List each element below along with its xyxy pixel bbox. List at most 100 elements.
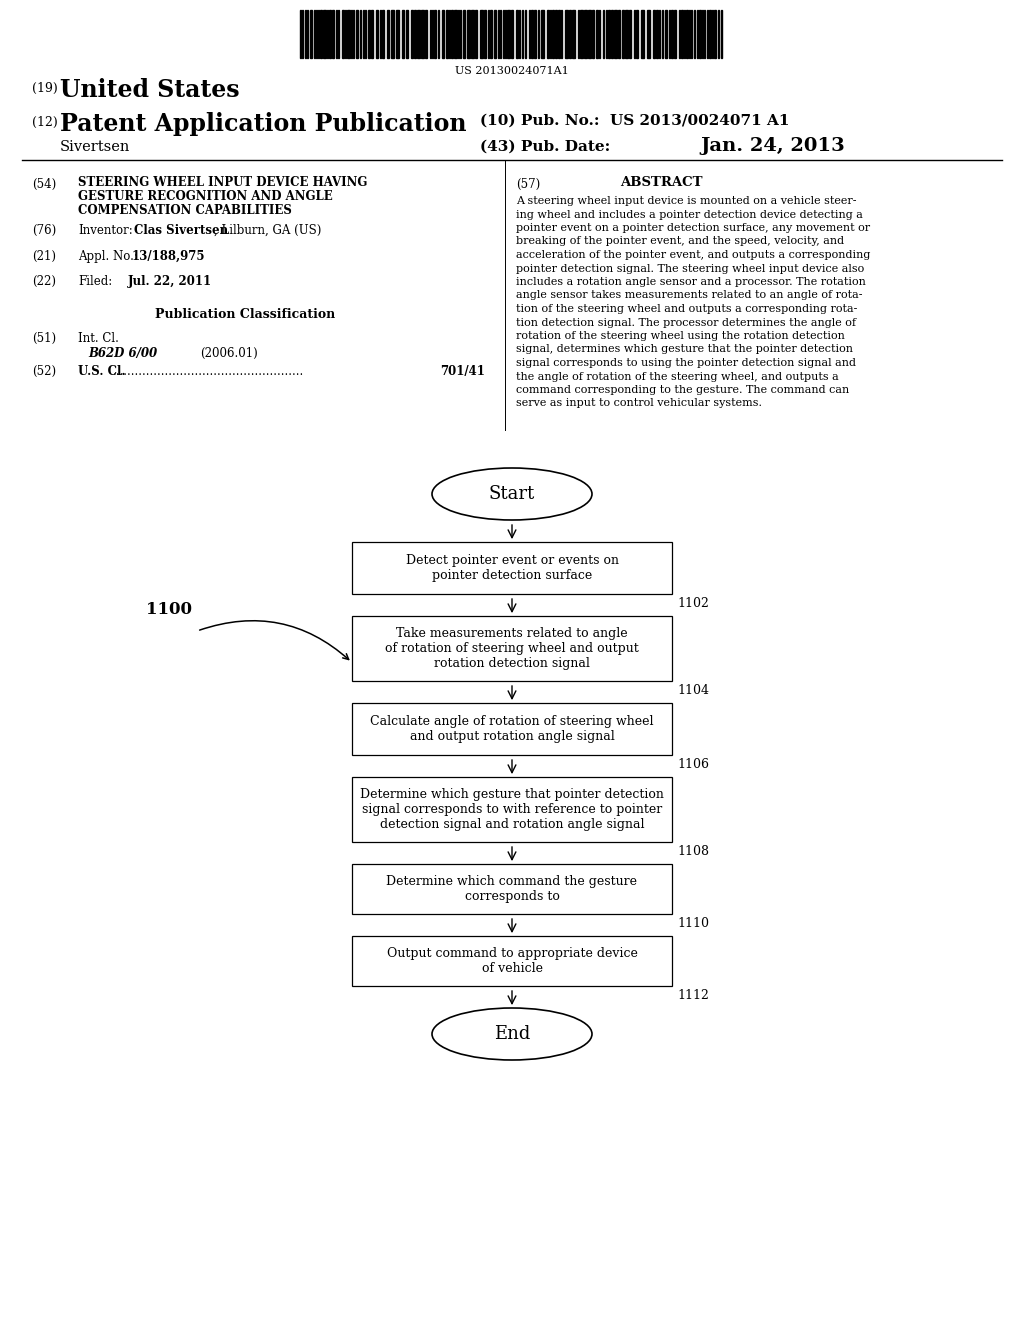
Bar	[411, 11, 413, 58]
Bar	[572, 11, 575, 58]
Text: (76): (76)	[32, 224, 56, 238]
Bar	[580, 11, 583, 58]
Text: B62D 6/00: B62D 6/00	[88, 347, 157, 360]
Bar	[451, 11, 453, 58]
Text: Calculate angle of rotation of steering wheel
and output rotation angle signal: Calculate angle of rotation of steering …	[371, 715, 653, 743]
Text: 1106: 1106	[677, 758, 709, 771]
Text: the angle of rotation of the steering wheel, and outputs a: the angle of rotation of the steering wh…	[516, 371, 839, 381]
Bar	[442, 11, 444, 58]
Bar	[475, 11, 477, 58]
Bar	[709, 11, 711, 58]
Bar	[647, 11, 650, 58]
Text: Jan. 24, 2013: Jan. 24, 2013	[700, 137, 845, 154]
Bar	[323, 11, 326, 58]
Bar	[614, 11, 617, 58]
Text: command corresponding to the gesture. The command can: command corresponding to the gesture. Th…	[516, 385, 849, 395]
Bar	[417, 11, 420, 58]
Bar	[699, 11, 701, 58]
Bar	[555, 11, 557, 58]
Bar	[352, 704, 672, 755]
Text: Output command to appropriate device
of vehicle: Output command to appropriate device of …	[387, 946, 637, 975]
Text: Filed:: Filed:	[78, 275, 113, 288]
Bar	[636, 11, 638, 58]
Text: Int. Cl.: Int. Cl.	[78, 333, 119, 345]
Bar	[665, 11, 667, 58]
Text: ABSTRACT: ABSTRACT	[620, 176, 702, 189]
Bar	[516, 11, 518, 58]
Bar	[622, 11, 624, 58]
Text: GESTURE RECOGNITION AND ANGLE: GESTURE RECOGNITION AND ANGLE	[78, 190, 333, 203]
Text: (2006.01): (2006.01)	[200, 347, 258, 360]
Text: (52): (52)	[32, 366, 56, 378]
Text: , Lilburn, GA (US): , Lilburn, GA (US)	[214, 224, 322, 238]
Text: pointer detection signal. The steering wheel input device also: pointer detection signal. The steering w…	[516, 264, 864, 273]
Bar	[681, 11, 683, 58]
Bar	[653, 11, 655, 58]
Bar	[368, 11, 370, 58]
Text: (57): (57)	[516, 178, 541, 191]
Bar	[588, 11, 591, 58]
Bar	[382, 11, 384, 58]
Bar	[656, 11, 658, 58]
Text: 1104: 1104	[677, 684, 709, 697]
Bar	[584, 11, 587, 58]
Bar	[629, 11, 631, 58]
Text: 1100: 1100	[146, 601, 193, 618]
Text: rotation of the steering wheel using the rotation detection: rotation of the steering wheel using the…	[516, 331, 845, 341]
Bar	[434, 11, 436, 58]
Bar	[531, 11, 534, 58]
Bar	[347, 11, 350, 58]
Text: Determine which gesture that pointer detection
signal corresponds to with refere: Determine which gesture that pointer det…	[360, 788, 664, 832]
Bar	[471, 11, 474, 58]
Text: (54): (54)	[32, 178, 56, 191]
Bar	[611, 11, 613, 58]
Text: signal corresponds to using the pointer detection signal and: signal corresponds to using the pointer …	[516, 358, 856, 368]
Text: Inventor:: Inventor:	[78, 224, 133, 238]
Bar	[671, 11, 673, 58]
Text: STEERING WHEEL INPUT DEVICE HAVING: STEERING WHEEL INPUT DEVICE HAVING	[78, 176, 368, 189]
Text: 1108: 1108	[677, 845, 709, 858]
Bar	[494, 11, 496, 58]
Bar	[356, 11, 358, 58]
Text: tion of the steering wheel and outputs a corresponding rota-: tion of the steering wheel and outputs a…	[516, 304, 857, 314]
Text: (21): (21)	[32, 249, 56, 263]
Text: (51): (51)	[32, 333, 56, 345]
Bar	[387, 11, 389, 58]
Text: Jul. 22, 2011: Jul. 22, 2011	[128, 275, 212, 288]
Text: 1112: 1112	[677, 989, 709, 1002]
Text: ...................................................: ........................................…	[113, 366, 304, 378]
Bar	[592, 11, 594, 58]
Bar	[714, 11, 716, 58]
Text: (19): (19)	[32, 82, 57, 95]
Text: Determine which command the gesture
corresponds to: Determine which command the gesture corr…	[386, 875, 638, 903]
Bar	[625, 11, 628, 58]
Text: US 20130024071A1: US 20130024071A1	[455, 66, 569, 77]
Text: U.S. Cl.: U.S. Cl.	[78, 366, 126, 378]
Bar	[391, 11, 394, 58]
Bar	[541, 11, 544, 58]
Bar	[467, 11, 470, 58]
Text: breaking of the pointer event, and the speed, velocity, and: breaking of the pointer event, and the s…	[516, 236, 844, 247]
Text: Take measurements related to angle
of rotation of steering wheel and output
rota: Take measurements related to angle of ro…	[385, 627, 639, 671]
Bar	[402, 11, 404, 58]
Text: (43) Pub. Date:: (43) Pub. Date:	[480, 140, 610, 154]
Bar	[534, 11, 536, 58]
Text: (22): (22)	[32, 275, 56, 288]
Text: serve as input to control vehicular systems.: serve as input to control vehicular syst…	[516, 399, 762, 408]
Bar	[484, 11, 486, 58]
Bar	[319, 11, 322, 58]
Text: (12): (12)	[32, 116, 57, 129]
Bar	[565, 11, 568, 58]
Text: includes a rotation angle sensor and a processor. The rotation: includes a rotation angle sensor and a p…	[516, 277, 866, 286]
Bar	[547, 11, 549, 58]
Bar	[421, 11, 424, 58]
Bar	[425, 11, 427, 58]
Bar	[463, 11, 465, 58]
Bar	[686, 11, 688, 58]
Bar	[511, 11, 513, 58]
Text: 1110: 1110	[677, 917, 709, 931]
Text: Sivertsen: Sivertsen	[60, 140, 130, 154]
Bar	[396, 11, 399, 58]
Bar	[552, 11, 554, 58]
Text: 701/41: 701/41	[440, 366, 485, 378]
